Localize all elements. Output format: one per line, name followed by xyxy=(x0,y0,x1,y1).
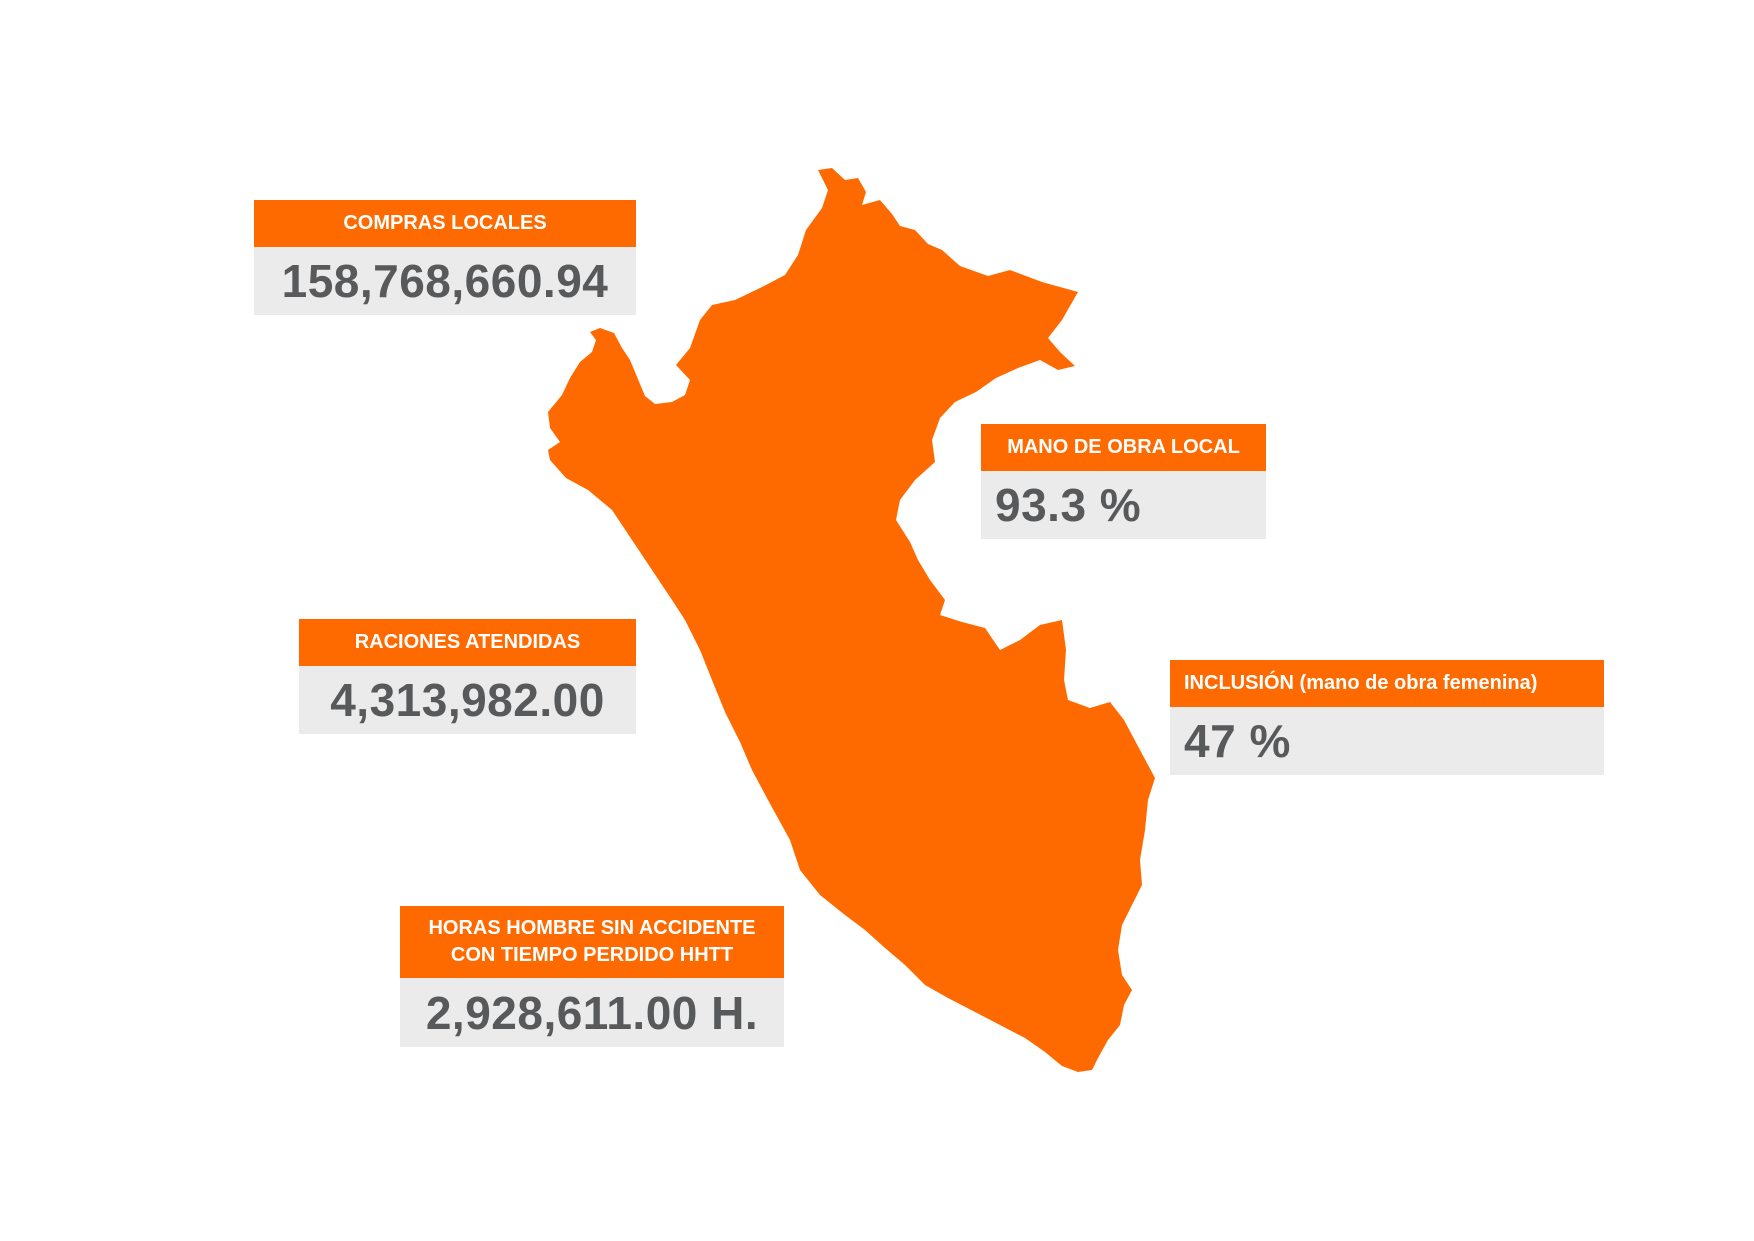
card-mano-obra-local: MANO DE OBRA LOCAL 93.3 % xyxy=(981,424,1266,539)
card-raciones-atendidas: RACIONES ATENDIDAS 4,313,982.00 xyxy=(299,619,636,734)
compras-locales-value: 158,768,660.94 xyxy=(254,247,636,315)
card-compras-locales: COMPRAS LOCALES 158,768,660.94 xyxy=(254,200,636,315)
compras-locales-label: COMPRAS LOCALES xyxy=(254,200,636,247)
raciones-atendidas-label: RACIONES ATENDIDAS xyxy=(299,619,636,666)
peru-map-shape xyxy=(548,168,1155,1072)
card-horas-hombre: HORAS HOMBRE SIN ACCIDENTE CON TIEMPO PE… xyxy=(400,906,784,1047)
horas-hombre-label: HORAS HOMBRE SIN ACCIDENTE CON TIEMPO PE… xyxy=(400,906,784,978)
inclusion-value: 47 % xyxy=(1170,707,1604,775)
horas-hombre-value: 2,928,611.00 H. xyxy=(400,978,784,1047)
raciones-atendidas-value: 4,313,982.00 xyxy=(299,666,636,734)
card-inclusion: INCLUSIÓN (mano de obra femenina) 47 % xyxy=(1170,660,1604,775)
mano-obra-local-value: 93.3 % xyxy=(981,471,1266,539)
mano-obra-local-label: MANO DE OBRA LOCAL xyxy=(981,424,1266,471)
inclusion-label: INCLUSIÓN (mano de obra femenina) xyxy=(1170,660,1604,707)
